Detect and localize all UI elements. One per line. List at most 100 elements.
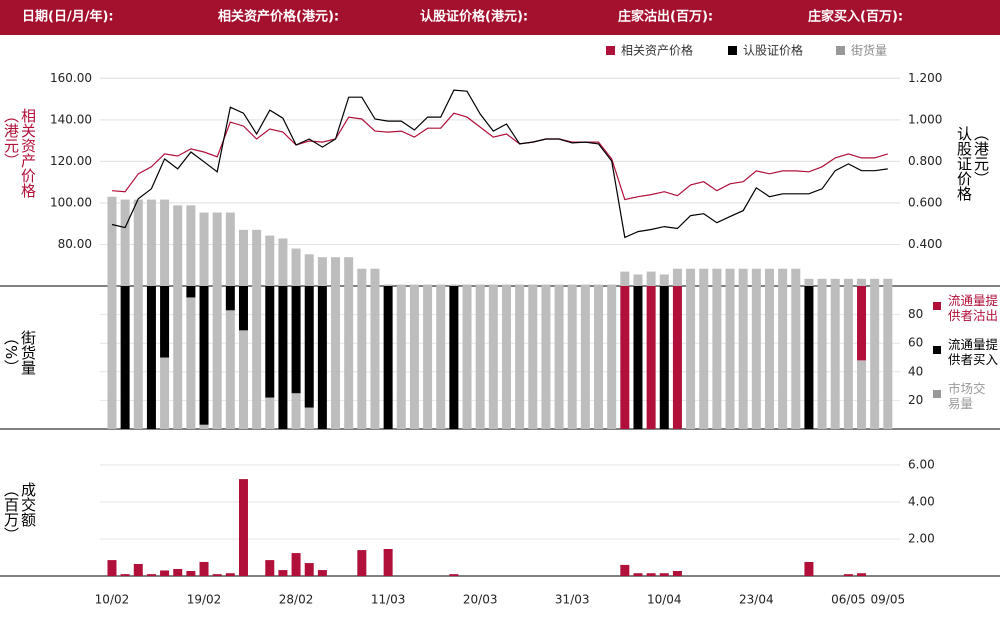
bar (370, 286, 380, 429)
bar (567, 284, 577, 286)
bar (791, 268, 801, 286)
tick-label: 80 (908, 307, 923, 321)
bar (633, 286, 643, 429)
x-tick-label: 10/04 (647, 593, 682, 607)
bar (607, 284, 617, 286)
legend-label: 流通量提供者沽出 (948, 293, 999, 323)
bar (659, 286, 669, 429)
bar (804, 278, 814, 286)
tick-label: 1.000 (908, 112, 942, 126)
bar (265, 235, 275, 286)
bar (449, 286, 459, 429)
bar (199, 212, 209, 286)
tick-label: 60 (908, 336, 923, 350)
bar (686, 268, 696, 286)
legend-swatch (728, 46, 737, 55)
bar (883, 278, 893, 286)
bar (357, 286, 367, 429)
bar (620, 271, 630, 286)
tick-label: 140.00 (50, 112, 92, 126)
tick-label: 4.00 (908, 495, 935, 509)
bar (173, 205, 183, 286)
bar (659, 573, 669, 576)
bar (712, 268, 722, 286)
bar (580, 286, 590, 429)
tick-label: 120.00 (50, 154, 92, 168)
legend-swatch (933, 302, 941, 310)
bar (160, 286, 170, 358)
bar (857, 286, 867, 361)
y-axis-label: 成交额（百万） (2, 482, 37, 542)
legend-swatch (933, 346, 941, 354)
bar (225, 310, 235, 429)
bar (186, 286, 196, 298)
bar (291, 286, 301, 394)
bar (804, 561, 814, 576)
x-tick-label: 28/02 (279, 593, 314, 607)
bar (146, 574, 156, 576)
bar (357, 550, 367, 576)
legend-swatch (933, 390, 941, 398)
bar (672, 286, 682, 429)
bar (107, 196, 117, 286)
bar (173, 286, 183, 429)
bar (357, 268, 367, 286)
bar (804, 286, 814, 429)
bar (120, 286, 130, 429)
bar (686, 286, 696, 429)
bar (817, 286, 827, 429)
bar (383, 286, 393, 429)
bar (225, 573, 235, 576)
bar (699, 286, 709, 429)
bar (633, 274, 643, 286)
bar (515, 286, 525, 429)
bar (331, 257, 341, 286)
header-label: 认股证价格(港元): (420, 9, 528, 25)
bar (488, 286, 498, 429)
bar (146, 199, 156, 286)
bar (883, 286, 893, 429)
bar (436, 284, 446, 286)
tick-label: 80.00 (58, 237, 92, 251)
header-label: 庄家买入(百万): (808, 9, 903, 25)
bar (751, 268, 761, 286)
bar (133, 286, 143, 429)
bar (291, 248, 301, 286)
bar (501, 286, 511, 429)
header-label: 庄家沽出(百万): (618, 9, 713, 25)
tick-label: 6.00 (908, 458, 935, 472)
bar (843, 574, 853, 576)
bar (225, 286, 235, 311)
bar (278, 286, 288, 429)
bar (423, 286, 433, 429)
bar (317, 286, 327, 429)
bar (238, 286, 248, 331)
line (111, 89, 888, 239)
bar (646, 286, 656, 429)
bar (160, 570, 170, 576)
bar (291, 553, 301, 576)
bar (304, 563, 314, 576)
legend-label: 市场交易量 (948, 381, 986, 411)
bar (278, 238, 288, 286)
tick-label: 2.00 (908, 532, 935, 546)
bar (212, 212, 222, 286)
bar (160, 357, 170, 429)
bar (252, 286, 262, 429)
bar (344, 257, 354, 286)
bar (738, 286, 748, 429)
bar (620, 564, 630, 576)
bar (186, 297, 196, 429)
bar (764, 286, 774, 429)
bar (173, 568, 183, 576)
bar (554, 286, 564, 429)
bar (186, 205, 196, 286)
bar (186, 571, 196, 576)
bar (304, 286, 314, 408)
bar (751, 286, 761, 429)
bar (646, 573, 656, 576)
bar (396, 286, 406, 429)
bar (501, 284, 511, 286)
y-axis-label: 相关资产价格（港元） (2, 108, 37, 198)
